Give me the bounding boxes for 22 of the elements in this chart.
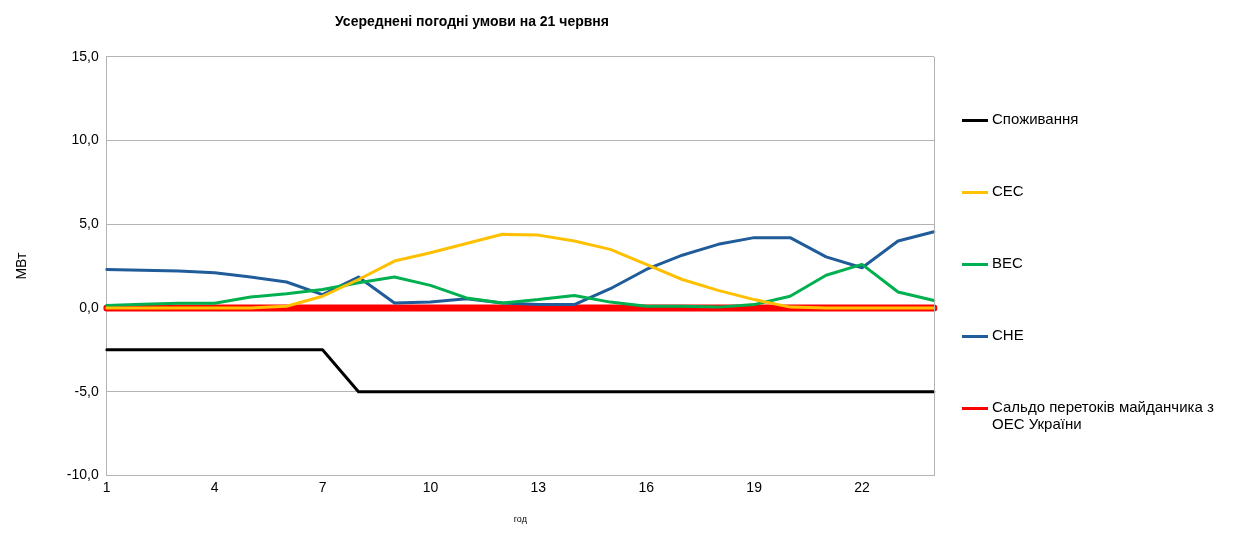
y-axis-title: МВт (13, 252, 30, 280)
legend-label: СНЕ (992, 326, 1024, 343)
x-tick-label: 1 (102, 478, 111, 495)
chart-title: Усереднені погодні умови на 21 червня (335, 13, 609, 30)
legend-label: СЕС (992, 182, 1024, 199)
x-tick-label: 19 (746, 478, 763, 495)
legend-label: ВЕС (992, 254, 1023, 271)
legend-label: Споживання (992, 110, 1079, 127)
y-tick-label: 0,0 (79, 298, 99, 315)
y-tick-label: 15,0 (71, 47, 99, 64)
y-tick-label: -5,0 (74, 382, 99, 399)
x-tick-label: 13 (530, 478, 547, 495)
x-tick-label: 22 (854, 478, 871, 495)
x-axis-title: год (513, 514, 528, 525)
y-tick-label: 5,0 (79, 215, 99, 232)
x-tick-label: 10 (422, 478, 439, 495)
x-tick-label: 7 (318, 478, 327, 495)
x-tick-label: 4 (210, 478, 219, 495)
y-tick-label: 10,0 (71, 131, 99, 148)
legend-label: Сальдо перетоків майданчика з ОЕС України (992, 398, 1215, 432)
y-tick-label: -10,0 (66, 466, 99, 483)
x-tick-label: 16 (638, 478, 655, 495)
